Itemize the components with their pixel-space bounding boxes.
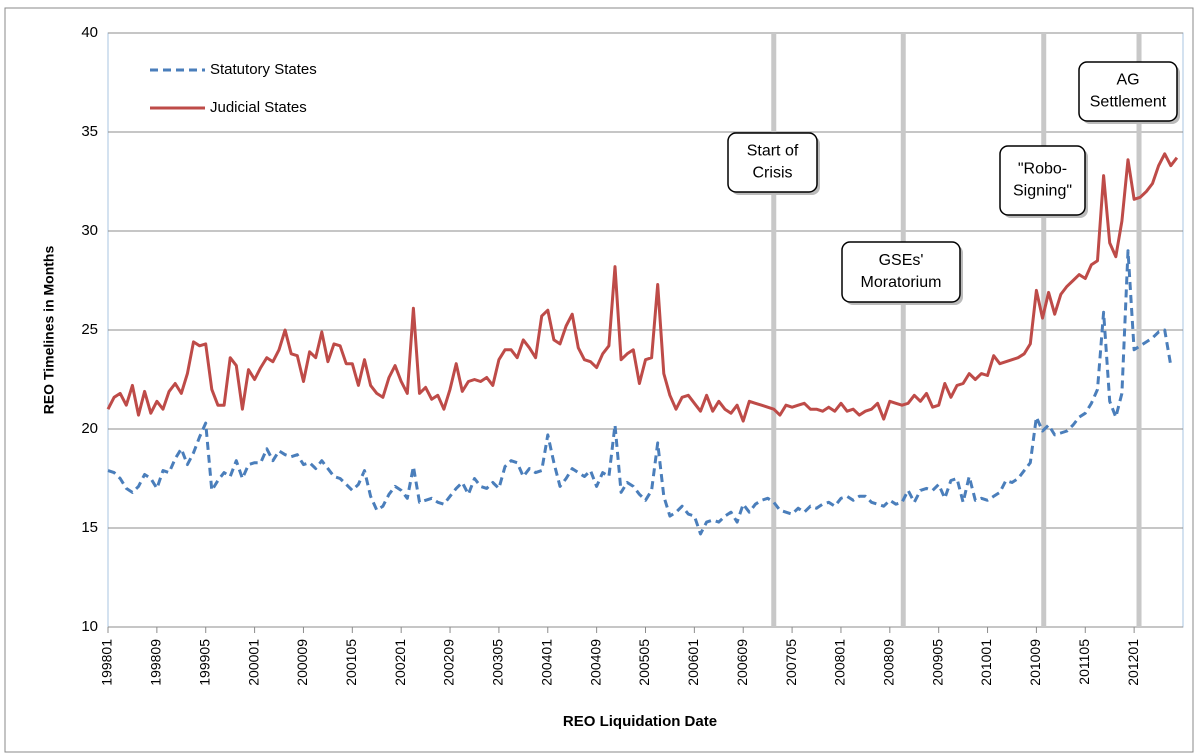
annotation-box <box>1078 61 1178 122</box>
x-tick-label: 200209 <box>441 639 457 686</box>
annotation-text: Settlement <box>1090 94 1167 111</box>
annotation-text: Crisis <box>753 165 793 182</box>
x-tick-label: 200009 <box>294 639 310 686</box>
x-tick-label: 199801 <box>99 639 115 686</box>
annotation-text: Moratorium <box>861 274 942 291</box>
x-tick-label: 201201 <box>1125 639 1141 686</box>
annotation-text: Signing" <box>1013 183 1072 200</box>
x-tick-label: 201105 <box>1076 639 1092 685</box>
y-tick-label: 25 <box>81 321 98 338</box>
x-tick-label: 201009 <box>1027 639 1043 686</box>
y-tick-label: 20 <box>81 420 98 437</box>
y-axis-title: REO Timelines in Months <box>41 246 57 415</box>
legend-label: Statutory States <box>210 61 317 78</box>
annotation-text: AG <box>1116 72 1139 89</box>
y-tick-label: 40 <box>81 24 98 41</box>
y-tick-label: 10 <box>81 618 98 635</box>
x-tick-label: 199905 <box>196 639 212 686</box>
y-tick-label: 15 <box>81 519 98 536</box>
x-tick-label: 200609 <box>734 639 750 686</box>
x-tick-label: 199809 <box>148 639 164 686</box>
x-tick-label: 200905 <box>929 639 945 686</box>
x-tick-label: 200705 <box>783 639 799 686</box>
annotation-box <box>999 145 1086 216</box>
x-tick-label: 200001 <box>245 639 261 686</box>
x-axis-title: REO Liquidation Date <box>563 713 717 730</box>
annotation-box <box>727 132 818 193</box>
x-tick-label: 200505 <box>636 639 652 686</box>
x-tick-label: 200105 <box>343 639 359 686</box>
x-tick-label: 200409 <box>587 639 603 686</box>
y-tick-label: 30 <box>81 222 98 239</box>
annotation-text: Start of <box>747 143 799 160</box>
annotation-box <box>841 241 961 303</box>
x-tick-label: 200601 <box>685 639 701 686</box>
x-tick-label: 200401 <box>538 639 554 686</box>
legend-label: Judicial States <box>210 99 307 116</box>
x-tick-label: 200201 <box>392 639 408 686</box>
annotation-text: GSEs' <box>879 252 924 269</box>
series-line <box>107 249 1173 536</box>
x-tick-label: 200305 <box>490 639 506 686</box>
x-tick-label: 200801 <box>832 639 848 686</box>
annotation-text: "Robo- <box>1018 161 1067 178</box>
x-tick-label: 201001 <box>978 639 994 686</box>
series-line <box>106 152 1179 423</box>
y-tick-label: 35 <box>81 123 98 140</box>
x-tick-label: 200809 <box>881 639 897 686</box>
